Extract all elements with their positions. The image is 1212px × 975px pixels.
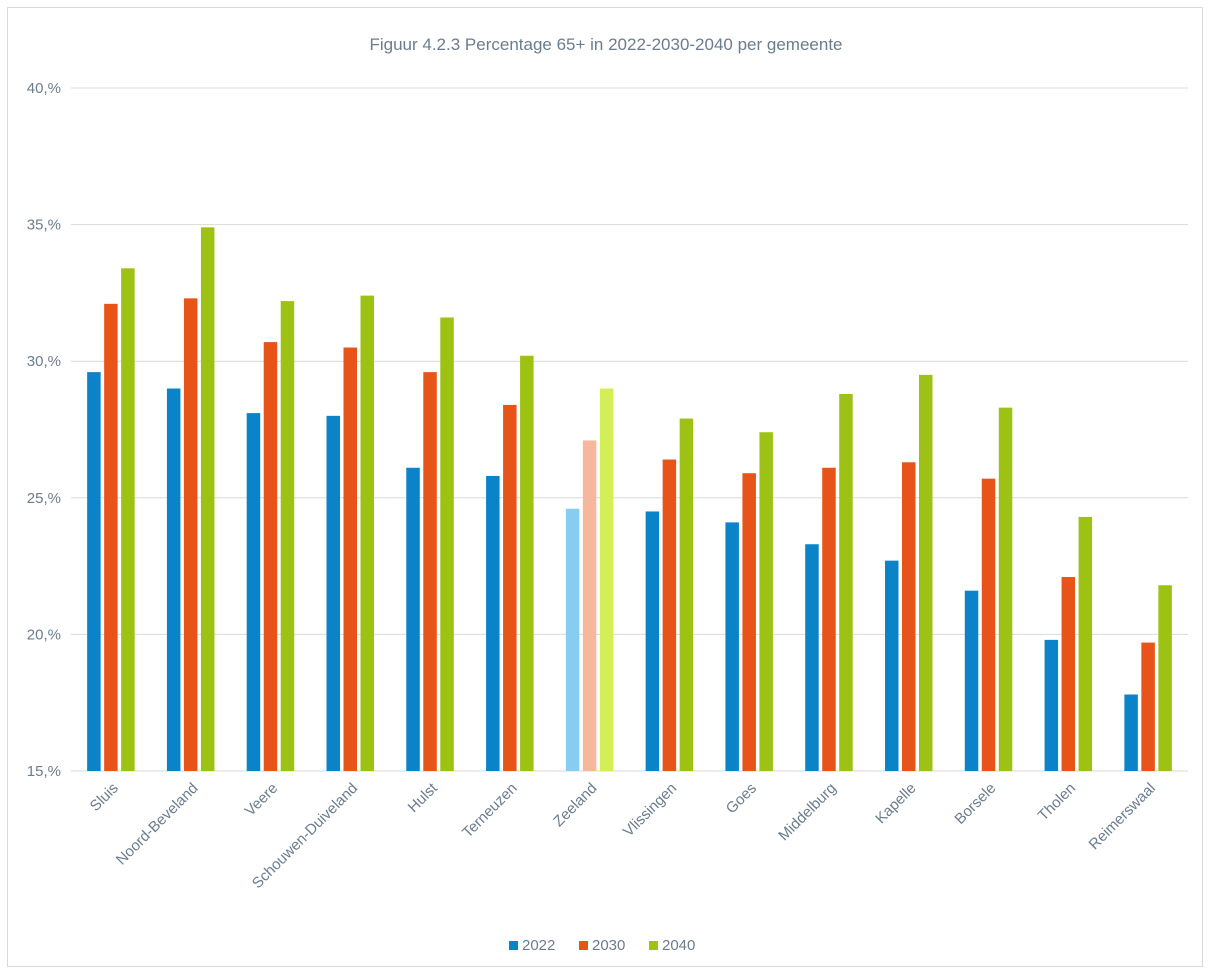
bar-sluis-2022: [87, 372, 101, 771]
legend-swatch-2022: [509, 941, 518, 950]
x-tick-label: Noord-Beveland: [113, 780, 202, 869]
bars: [87, 227, 1172, 771]
legend-label-2022: 2022: [522, 937, 555, 954]
bar-vlissingen-2030: [662, 459, 677, 771]
legend-swatch-2040: [649, 941, 658, 950]
bar-sluis-2040: [121, 268, 135, 771]
bar-terneuzen-2030: [503, 404, 517, 771]
bar-goes-2030: [742, 473, 756, 771]
bar-zeeland-2030: [582, 440, 597, 771]
y-tick-label: 35,%: [27, 217, 61, 234]
bar-borsele-2030: [981, 478, 996, 771]
bar-hulst-2040: [440, 317, 454, 771]
y-tick-label: 25,%: [27, 490, 61, 507]
x-tick-label: Veere: [242, 780, 282, 820]
bar-terneuzen-2040: [520, 355, 534, 771]
chart-title: Figuur 4.2.3 Percentage 65+ in 2022-2030…: [369, 35, 842, 54]
bar-hulst-2022: [406, 467, 420, 771]
x-tick-label: Middelburg: [775, 780, 840, 845]
bar-sluis-2030: [104, 303, 118, 771]
bar-reimerswaal-2040: [1158, 585, 1172, 771]
x-tick-label: Sluis: [87, 780, 122, 815]
bar-goes-2040: [759, 432, 773, 771]
x-tick-label: Kapelle: [872, 780, 919, 827]
x-tick-label: Reimerswaal: [1086, 780, 1159, 853]
bar-noord-beveland-2030: [183, 298, 198, 771]
bar-veere-2022: [246, 413, 261, 771]
bar-noord-beveland-2040: [200, 227, 215, 771]
x-tick-label: Borsele: [951, 780, 999, 828]
bar-veere-2030: [263, 342, 278, 771]
legend-label-2030: 2030: [592, 937, 625, 954]
bar-goes-2022: [725, 522, 739, 771]
x-tick-label: Hulst: [405, 779, 442, 816]
x-tick-label: Goes: [723, 780, 760, 817]
bar-tholen-2022: [1044, 639, 1059, 771]
legend: 2022 2030 2040: [509, 937, 695, 954]
bar-kapelle-2022: [885, 560, 899, 771]
bar-vlissingen-2040: [679, 418, 694, 771]
bar-tholen-2040: [1078, 516, 1093, 771]
bar-vlissingen-2022: [645, 511, 660, 771]
bar-borsele-2040: [998, 407, 1013, 771]
bar-reimerswaal-2022: [1124, 694, 1138, 771]
legend-label-2040: 2040: [662, 937, 695, 954]
bar-kapelle-2040: [919, 374, 933, 771]
bar-borsele-2022: [964, 590, 979, 771]
legend-swatch-2030: [579, 941, 588, 950]
bar-reimerswaal-2030: [1141, 642, 1155, 771]
x-tick-label: Tholen: [1035, 780, 1079, 824]
bar-hulst-2030: [423, 372, 437, 771]
x-tick-label: Terneuzen: [459, 780, 521, 842]
y-tick-label: 40,%: [27, 80, 61, 97]
gridlines: [71, 87, 1188, 772]
x-tick-label: Zeeland: [550, 780, 600, 830]
y-axis-ticks: 15,% 20,% 25,% 30,% 35,% 40,%: [27, 80, 61, 780]
bar-schouwen-duiveland-2030: [343, 347, 357, 771]
bar-schouwen-duiveland-2022: [326, 415, 340, 771]
bar-schouwen-duiveland-2040: [360, 295, 374, 771]
chart-frame: Figuur 4.2.3 Percentage 65+ in 2022-2030…: [7, 7, 1203, 967]
bar-kapelle-2030: [902, 462, 916, 771]
y-tick-label: 15,%: [27, 763, 61, 780]
bar-tholen-2030: [1061, 577, 1076, 771]
bar-chart: Figuur 4.2.3 Percentage 65+ in 2022-2030…: [27, 35, 1188, 954]
bar-middelburg-2030: [822, 467, 836, 771]
y-tick-label: 20,%: [27, 626, 61, 643]
bar-terneuzen-2022: [486, 475, 500, 771]
bar-middelburg-2022: [805, 544, 819, 771]
bar-middelburg-2040: [839, 393, 853, 771]
y-tick-label: 30,%: [27, 353, 61, 370]
bar-noord-beveland-2022: [166, 388, 181, 771]
bar-zeeland-2022: [565, 508, 580, 771]
bar-veere-2040: [280, 301, 295, 771]
bar-zeeland-2040: [599, 388, 614, 771]
x-tick-label: Vlissingen: [620, 780, 680, 840]
